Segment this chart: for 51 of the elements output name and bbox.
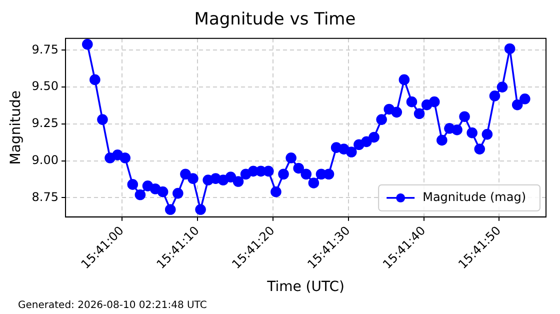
point xyxy=(195,204,206,215)
y-tick-label: 9.50 xyxy=(32,79,59,94)
point xyxy=(270,186,282,198)
point xyxy=(436,134,448,146)
point xyxy=(489,90,500,102)
point xyxy=(286,152,296,164)
y-tick-label: 9.75 xyxy=(32,42,59,56)
point xyxy=(120,152,130,164)
point xyxy=(504,43,516,54)
point xyxy=(127,179,138,190)
text: Generated: 2026-08-10 02:21:48 UTC xyxy=(18,300,207,311)
point xyxy=(474,144,486,154)
point xyxy=(346,146,357,158)
point xyxy=(452,124,462,136)
point xyxy=(496,82,508,92)
point xyxy=(180,168,191,180)
point xyxy=(482,128,493,140)
point xyxy=(278,168,289,180)
point xyxy=(512,99,523,110)
point xyxy=(225,172,236,182)
point xyxy=(232,176,244,187)
point xyxy=(172,188,184,199)
point xyxy=(391,106,402,118)
point xyxy=(368,132,380,143)
point xyxy=(376,114,387,125)
point xyxy=(520,93,530,104)
point xyxy=(164,204,176,215)
point xyxy=(361,136,372,148)
point xyxy=(459,111,470,122)
point xyxy=(406,96,418,108)
legend-label: Magnitude (mag) xyxy=(422,190,526,204)
point xyxy=(308,178,320,188)
point xyxy=(293,162,304,174)
point xyxy=(428,96,440,108)
chart-title: Magnitude vs Time xyxy=(194,10,356,30)
y-axis-title: Magnitude xyxy=(8,90,24,165)
y-tick-label: 9.00 xyxy=(32,152,59,167)
x-axis-title: Time (UTC) xyxy=(266,279,344,296)
point xyxy=(263,166,274,177)
point xyxy=(82,38,93,50)
point xyxy=(466,127,478,138)
y-tick-label: 8.75 xyxy=(32,190,59,204)
point xyxy=(398,74,410,86)
point xyxy=(90,74,100,86)
point xyxy=(300,168,312,180)
point xyxy=(97,114,108,125)
point xyxy=(134,189,146,200)
y-tick-label: 9.25 xyxy=(32,116,59,130)
point xyxy=(157,186,168,198)
point xyxy=(188,173,198,184)
point xyxy=(414,108,425,120)
